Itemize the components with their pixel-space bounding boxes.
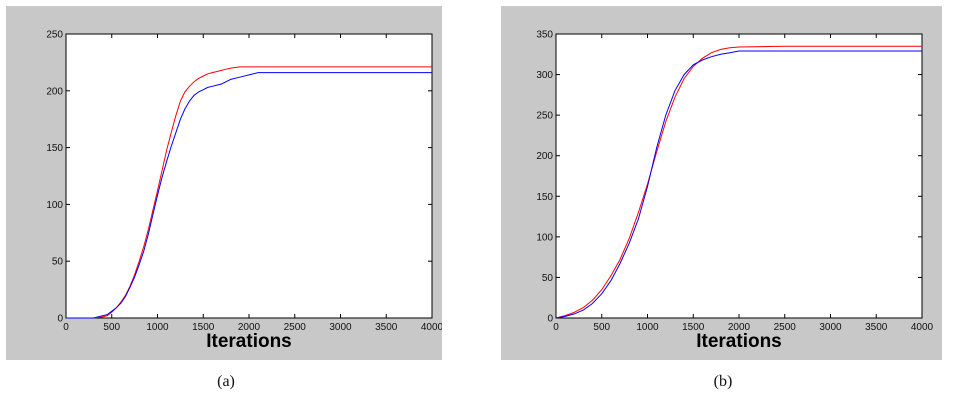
y-tick-label: 150 [46,143,63,154]
y-tick-label: 200 [536,151,553,162]
x-tick-label: 3500 [375,322,398,333]
chart-a-svg: 0 500 1000 1500 2000 2500 3000 3500 4000 0 50 100 15… [46,30,442,353]
series-line-2 [555,50,922,319]
y-tick-label: 0 [57,314,63,325]
x-tick-label: 1000 [636,322,659,333]
x-tick-label: 1000 [146,322,169,333]
y-tick-label: 150 [536,192,553,203]
x-tick-label: 1500 [192,322,215,333]
x-tick-label: 2000 [728,322,751,333]
x-tick-label: 3000 [819,322,842,333]
x-tick-label: 0 [63,322,69,333]
caption-b: (b) [713,373,733,390]
x-tick-label: 3500 [865,322,888,333]
series-line-1 [555,45,922,319]
y-tick-label: 300 [536,70,553,81]
y-tick-label: 0 [547,314,553,325]
x-tick-label: 2500 [284,322,307,333]
y-tick-label: 350 [536,30,553,41]
y-tick-label: 100 [536,232,553,243]
y-tick-label: 50 [542,273,554,284]
y-tick-label: 100 [46,200,63,211]
x-tick-label: 500 [593,322,610,333]
x-tick-label: 4000 [911,322,934,333]
chart-b-svg: 0 500 1000 1500 2000 2500 3000 3500 4000 0 50 100 15… [536,30,934,353]
x-tick-label: 2500 [774,322,797,333]
chart-panel-b: 0 500 1000 1500 2000 2500 3000 3500 4000 0 50 100 15… [501,6,942,360]
x-tick-label: 3000 [329,322,352,333]
x-tick-label: 1500 [682,322,705,333]
y-tick-label: 200 [46,86,63,97]
x-tick-label: 500 [103,322,120,333]
caption-a: (a) [217,373,235,390]
x-tick-label: 4000 [421,322,442,333]
chart-panel-a: 0 500 1000 1500 2000 2500 3000 3500 4000 0 50 100 15… [6,6,442,360]
x-tick-label: 0 [553,322,559,333]
y-tick-label: 50 [52,257,64,268]
series-line-1 [66,66,432,319]
x-axis-label: Iterations [206,331,292,352]
y-tick-label: 250 [46,30,63,41]
x-tick-label: 2000 [238,322,261,333]
series-line-2 [66,72,432,319]
x-axis-label: Iterations [696,331,782,352]
y-tick-label: 250 [536,111,553,122]
plot-area [65,33,433,319]
plot-area [555,33,923,319]
